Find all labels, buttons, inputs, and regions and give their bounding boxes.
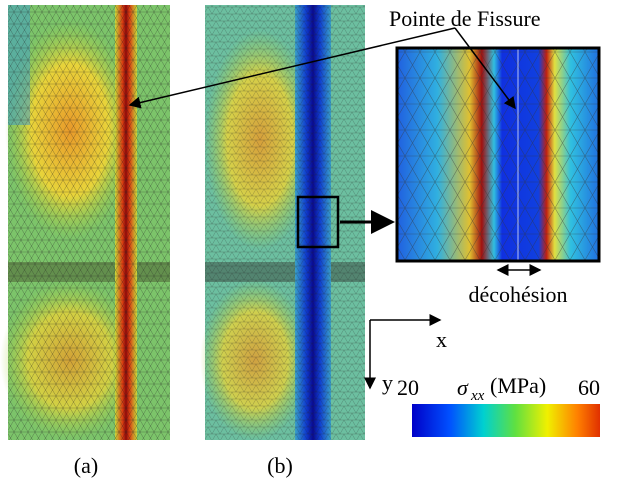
- colorbar-unit: (MPa): [490, 373, 546, 398]
- colorbar-subscript: xx: [470, 388, 485, 404]
- decohesion-label: décohésion: [469, 282, 568, 307]
- colorbar-min: 20: [397, 375, 419, 400]
- panel-b: [200, 5, 365, 440]
- arrows: [128, 27, 542, 390]
- inset: [395, 46, 601, 263]
- colorbar-symbol: σ: [457, 375, 469, 400]
- x-axis-label: x: [436, 327, 447, 352]
- y-axis-label: y: [382, 370, 393, 395]
- colorbar-max: 60: [578, 375, 600, 400]
- panel-b-label: (b): [267, 453, 293, 478]
- panel-a: [0, 5, 170, 440]
- crack-tip-label: Pointe de Fissure: [389, 6, 541, 31]
- colorbar: [412, 404, 600, 437]
- panel-a-label: (a): [74, 453, 98, 478]
